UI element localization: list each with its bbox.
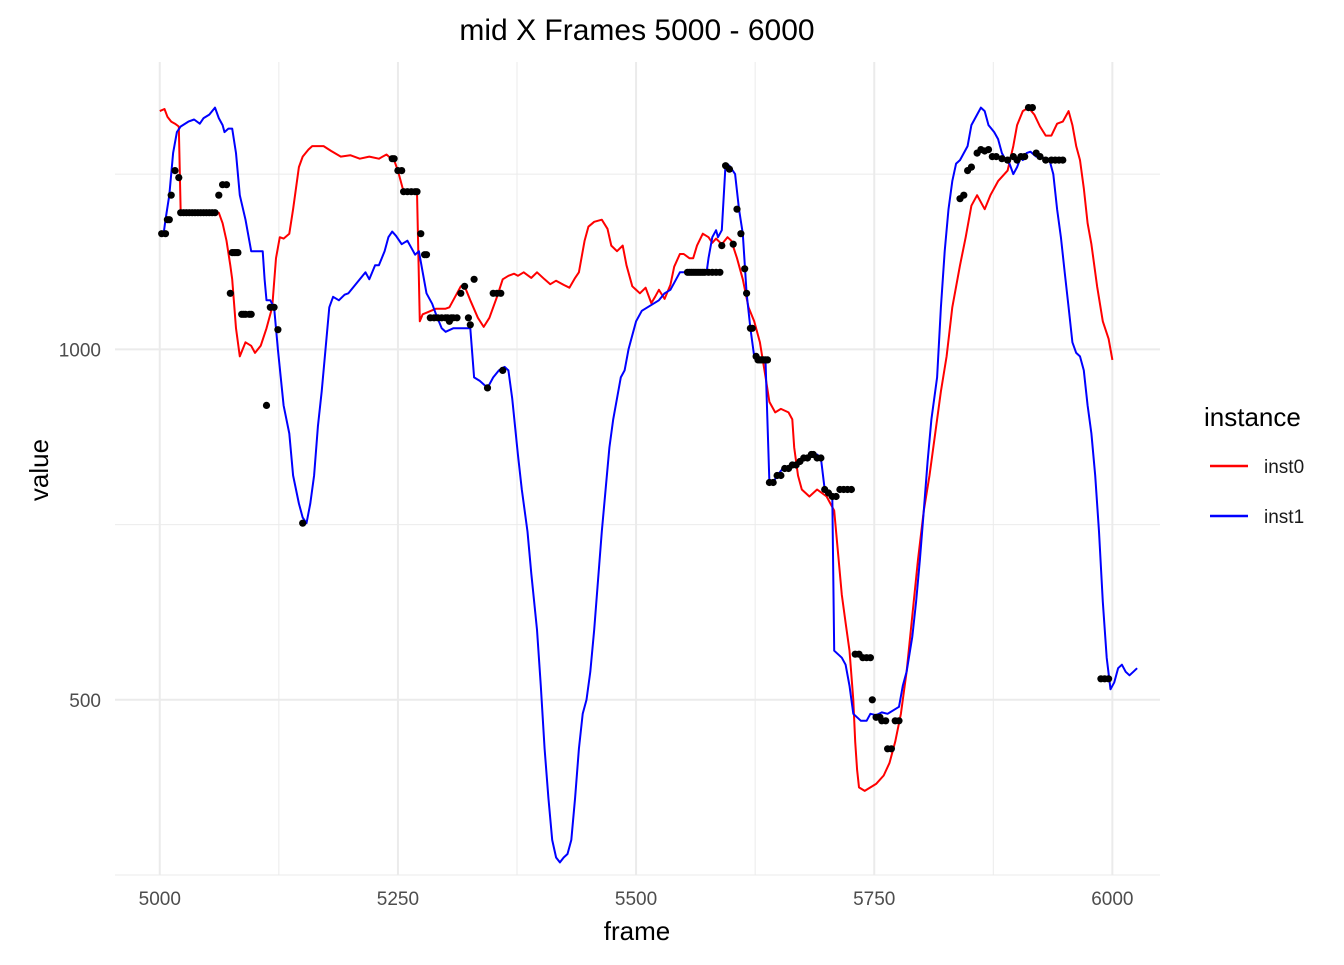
legend-item-inst0: inst0 <box>1210 457 1304 478</box>
legend-title: instance <box>1204 402 1301 432</box>
data-point-marker <box>1059 156 1067 164</box>
data-point-marker <box>270 303 278 311</box>
data-point-marker <box>718 242 726 250</box>
data-point-marker <box>992 153 1000 161</box>
data-point-marker <box>222 181 231 189</box>
data-point-marker <box>167 191 175 199</box>
data-point-marker <box>832 492 840 501</box>
data-point-marker <box>741 265 749 273</box>
legend-label-inst1: inst1 <box>1264 507 1304 528</box>
data-point-marker <box>457 289 465 297</box>
legend-items: inst0 inst1 <box>1210 457 1304 528</box>
data-point-marker <box>729 240 737 248</box>
x-axis-title: frame <box>604 916 670 946</box>
data-point-marker <box>1004 156 1012 164</box>
data-point-marker <box>234 249 242 257</box>
x-tick-label: 5000 <box>139 889 181 910</box>
data-point-marker <box>1021 153 1029 161</box>
data-point-marker <box>453 314 461 322</box>
data-point-marker <box>763 356 772 364</box>
data-point-marker <box>247 310 255 318</box>
data-point-marker <box>499 366 507 374</box>
data-point-marker <box>998 155 1006 163</box>
series-line-inst1 <box>159 106 1138 864</box>
data-point-marker <box>165 216 173 224</box>
data-point-marker <box>274 326 282 334</box>
y-tick-label: 500 <box>69 691 101 712</box>
grid-layer <box>115 62 1160 876</box>
data-point-marker <box>161 230 170 238</box>
data-point-marker <box>737 230 745 238</box>
data-point-marker <box>847 485 856 494</box>
data-point-marker <box>1042 156 1050 164</box>
data-point-marker <box>984 146 993 154</box>
data-point-marker <box>887 745 896 753</box>
data-point-marker <box>466 321 474 329</box>
data-point-marker <box>1036 153 1044 161</box>
x-tick-label: 5500 <box>615 889 657 910</box>
y-tick-label: 1000 <box>59 340 101 361</box>
x-tick-label: 5250 <box>377 889 419 910</box>
data-point-marker <box>748 324 756 332</box>
data-point-marker <box>743 289 751 297</box>
data-point-marker <box>215 191 223 199</box>
data-point-marker <box>211 209 219 217</box>
x-tick-label: 6000 <box>1091 889 1133 910</box>
data-point-marker <box>262 401 271 409</box>
data-point-marker <box>390 155 398 163</box>
data-point-marker <box>497 289 505 297</box>
y-axis-title: value <box>24 439 54 501</box>
data-point-marker <box>226 289 234 297</box>
data-point-marker <box>299 519 307 527</box>
legend-item-inst1: inst1 <box>1210 507 1304 528</box>
data-point-marker <box>882 717 890 725</box>
data-point-marker <box>777 471 785 480</box>
data-point-marker <box>967 163 976 171</box>
data-point-marker <box>175 174 183 182</box>
data-point-marker <box>483 384 492 392</box>
data-point-marker <box>470 275 478 283</box>
data-point-marker <box>171 167 179 175</box>
series-layer <box>159 106 1138 864</box>
data-point-marker <box>868 696 876 704</box>
data-point-marker <box>960 191 968 199</box>
data-point-marker <box>461 282 469 290</box>
data-point-marker <box>1105 675 1113 683</box>
legend-label-inst0: inst0 <box>1264 457 1304 478</box>
data-point-marker <box>716 268 724 276</box>
tick-layer: 5000 5250 5500 5750 6000 500 1000 <box>59 340 1134 910</box>
marker-layer <box>158 104 1113 753</box>
data-point-marker <box>1028 104 1036 112</box>
legend: instance inst0 inst1 <box>1204 402 1304 528</box>
data-point-marker <box>422 251 431 259</box>
chart-title: mid X Frames 5000 - 6000 <box>459 14 814 47</box>
data-point-marker <box>464 314 472 322</box>
data-point-marker <box>895 717 903 725</box>
data-point-marker <box>733 205 741 213</box>
data-point-marker <box>817 454 825 462</box>
data-point-marker <box>725 165 734 173</box>
data-point-marker <box>866 654 875 662</box>
data-point-marker <box>769 478 777 487</box>
x-tick-label: 5750 <box>853 889 895 910</box>
data-point-marker <box>398 167 406 175</box>
data-point-marker <box>413 188 421 196</box>
series-line-inst0 <box>159 106 1114 792</box>
data-point-marker <box>417 230 425 238</box>
